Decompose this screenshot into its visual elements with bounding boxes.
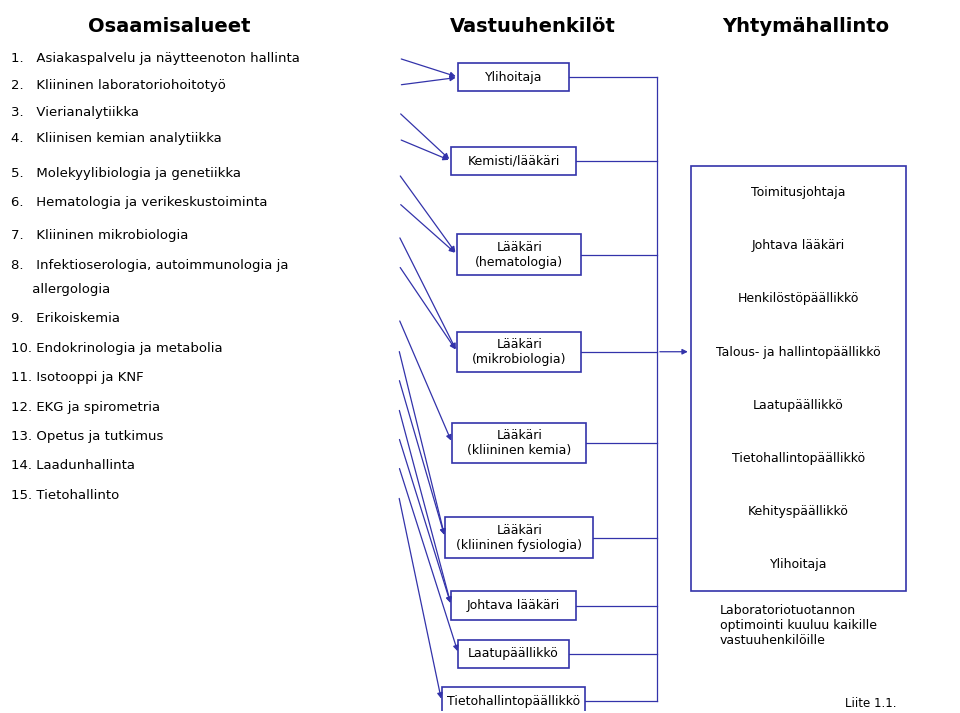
Text: Osaamisalueet: Osaamisalueet [87, 16, 251, 36]
Text: 13. Opetus ja tutkimus: 13. Opetus ja tutkimus [11, 431, 163, 443]
FancyBboxPatch shape [459, 63, 568, 91]
Text: 5.   Molekyylibiologia ja genetiikka: 5. Molekyylibiologia ja genetiikka [11, 168, 241, 180]
Text: Tietohallintopäällikkö: Tietohallintopäällikkö [447, 695, 580, 708]
Text: Lääkäri
(hematologia): Lääkäri (hematologia) [475, 240, 564, 269]
FancyBboxPatch shape [459, 640, 568, 668]
Text: Lääkäri
(kliininen kemia): Lääkäri (kliininen kemia) [468, 429, 571, 457]
Text: Lääkäri
(kliininen fysiologia): Lääkäri (kliininen fysiologia) [456, 523, 583, 552]
Text: Ylihoitaja: Ylihoitaja [485, 71, 542, 83]
Text: 9.   Erikoiskemia: 9. Erikoiskemia [11, 312, 120, 325]
Text: Kehityspäällikkö: Kehityspäällikkö [748, 506, 849, 518]
FancyBboxPatch shape [457, 332, 582, 372]
Text: Liite 1.1.: Liite 1.1. [845, 697, 897, 710]
Text: Johtava lääkäri: Johtava lääkäri [752, 240, 845, 252]
Text: Laatupäällikkö: Laatupäällikkö [468, 647, 559, 660]
Text: 6.   Hematologia ja verikeskustoiminta: 6. Hematologia ja verikeskustoiminta [11, 196, 268, 210]
Text: Vastuuhenkilöt: Vastuuhenkilöt [449, 16, 615, 36]
Text: 3.   Vierianalytiikka: 3. Vierianalytiikka [11, 106, 139, 118]
Text: allergologia: allergologia [11, 283, 110, 296]
Text: Tietohallintopäällikkö: Tietohallintopäällikkö [732, 452, 865, 465]
FancyBboxPatch shape [452, 423, 587, 463]
Text: 2.   Kliininen laboratoriohoitotyö: 2. Kliininen laboratoriohoitotyö [11, 78, 226, 91]
Text: 1.   Asiakaspalvelu ja näytteenoton hallinta: 1. Asiakaspalvelu ja näytteenoton hallin… [11, 51, 300, 65]
Text: 12. EKG ja spirometria: 12. EKG ja spirometria [11, 401, 160, 414]
Text: 4.   Kliinisen kemian analytiikka: 4. Kliinisen kemian analytiikka [11, 133, 222, 145]
Text: Toimitusjohtaja: Toimitusjohtaja [751, 186, 846, 199]
FancyBboxPatch shape [442, 687, 586, 713]
Text: Lääkäri
(mikrobiologia): Lääkäri (mikrobiologia) [472, 338, 566, 366]
FancyBboxPatch shape [690, 166, 906, 592]
Text: 14. Laadunhallinta: 14. Laadunhallinta [11, 459, 135, 473]
FancyBboxPatch shape [457, 235, 582, 275]
Text: Laboratoriotuotannon
optimointi kuuluu kaikille
vastuuhenkilöille: Laboratoriotuotannon optimointi kuuluu k… [720, 604, 876, 647]
Text: 11. Isotooppi ja KNF: 11. Isotooppi ja KNF [11, 371, 144, 384]
Text: Henkilöstöpäällikkö: Henkilöstöpäällikkö [737, 292, 859, 305]
Text: Ylihoitaja: Ylihoitaja [770, 558, 827, 571]
FancyBboxPatch shape [451, 592, 576, 620]
Text: 15. Tietohallinto: 15. Tietohallinto [11, 489, 119, 502]
Text: Talous- ja hallintopäällikkö: Talous- ja hallintopäällikkö [716, 346, 880, 359]
Text: Laatupäällikkö: Laatupäällikkö [753, 399, 844, 412]
Text: Yhtymähallinto: Yhtymähallinto [722, 16, 889, 36]
FancyBboxPatch shape [445, 518, 593, 558]
Text: Johtava lääkäri: Johtava lääkäri [467, 599, 560, 612]
Text: Kemisti/lääkäri: Kemisti/lääkäri [468, 155, 560, 168]
Text: 10. Endokrinologia ja metabolia: 10. Endokrinologia ja metabolia [11, 342, 223, 355]
Text: 8.   Infektioserologia, autoimmunologia ja: 8. Infektioserologia, autoimmunologia ja [11, 259, 288, 272]
Text: 7.   Kliininen mikrobiologia: 7. Kliininen mikrobiologia [11, 229, 188, 242]
FancyBboxPatch shape [451, 147, 576, 175]
